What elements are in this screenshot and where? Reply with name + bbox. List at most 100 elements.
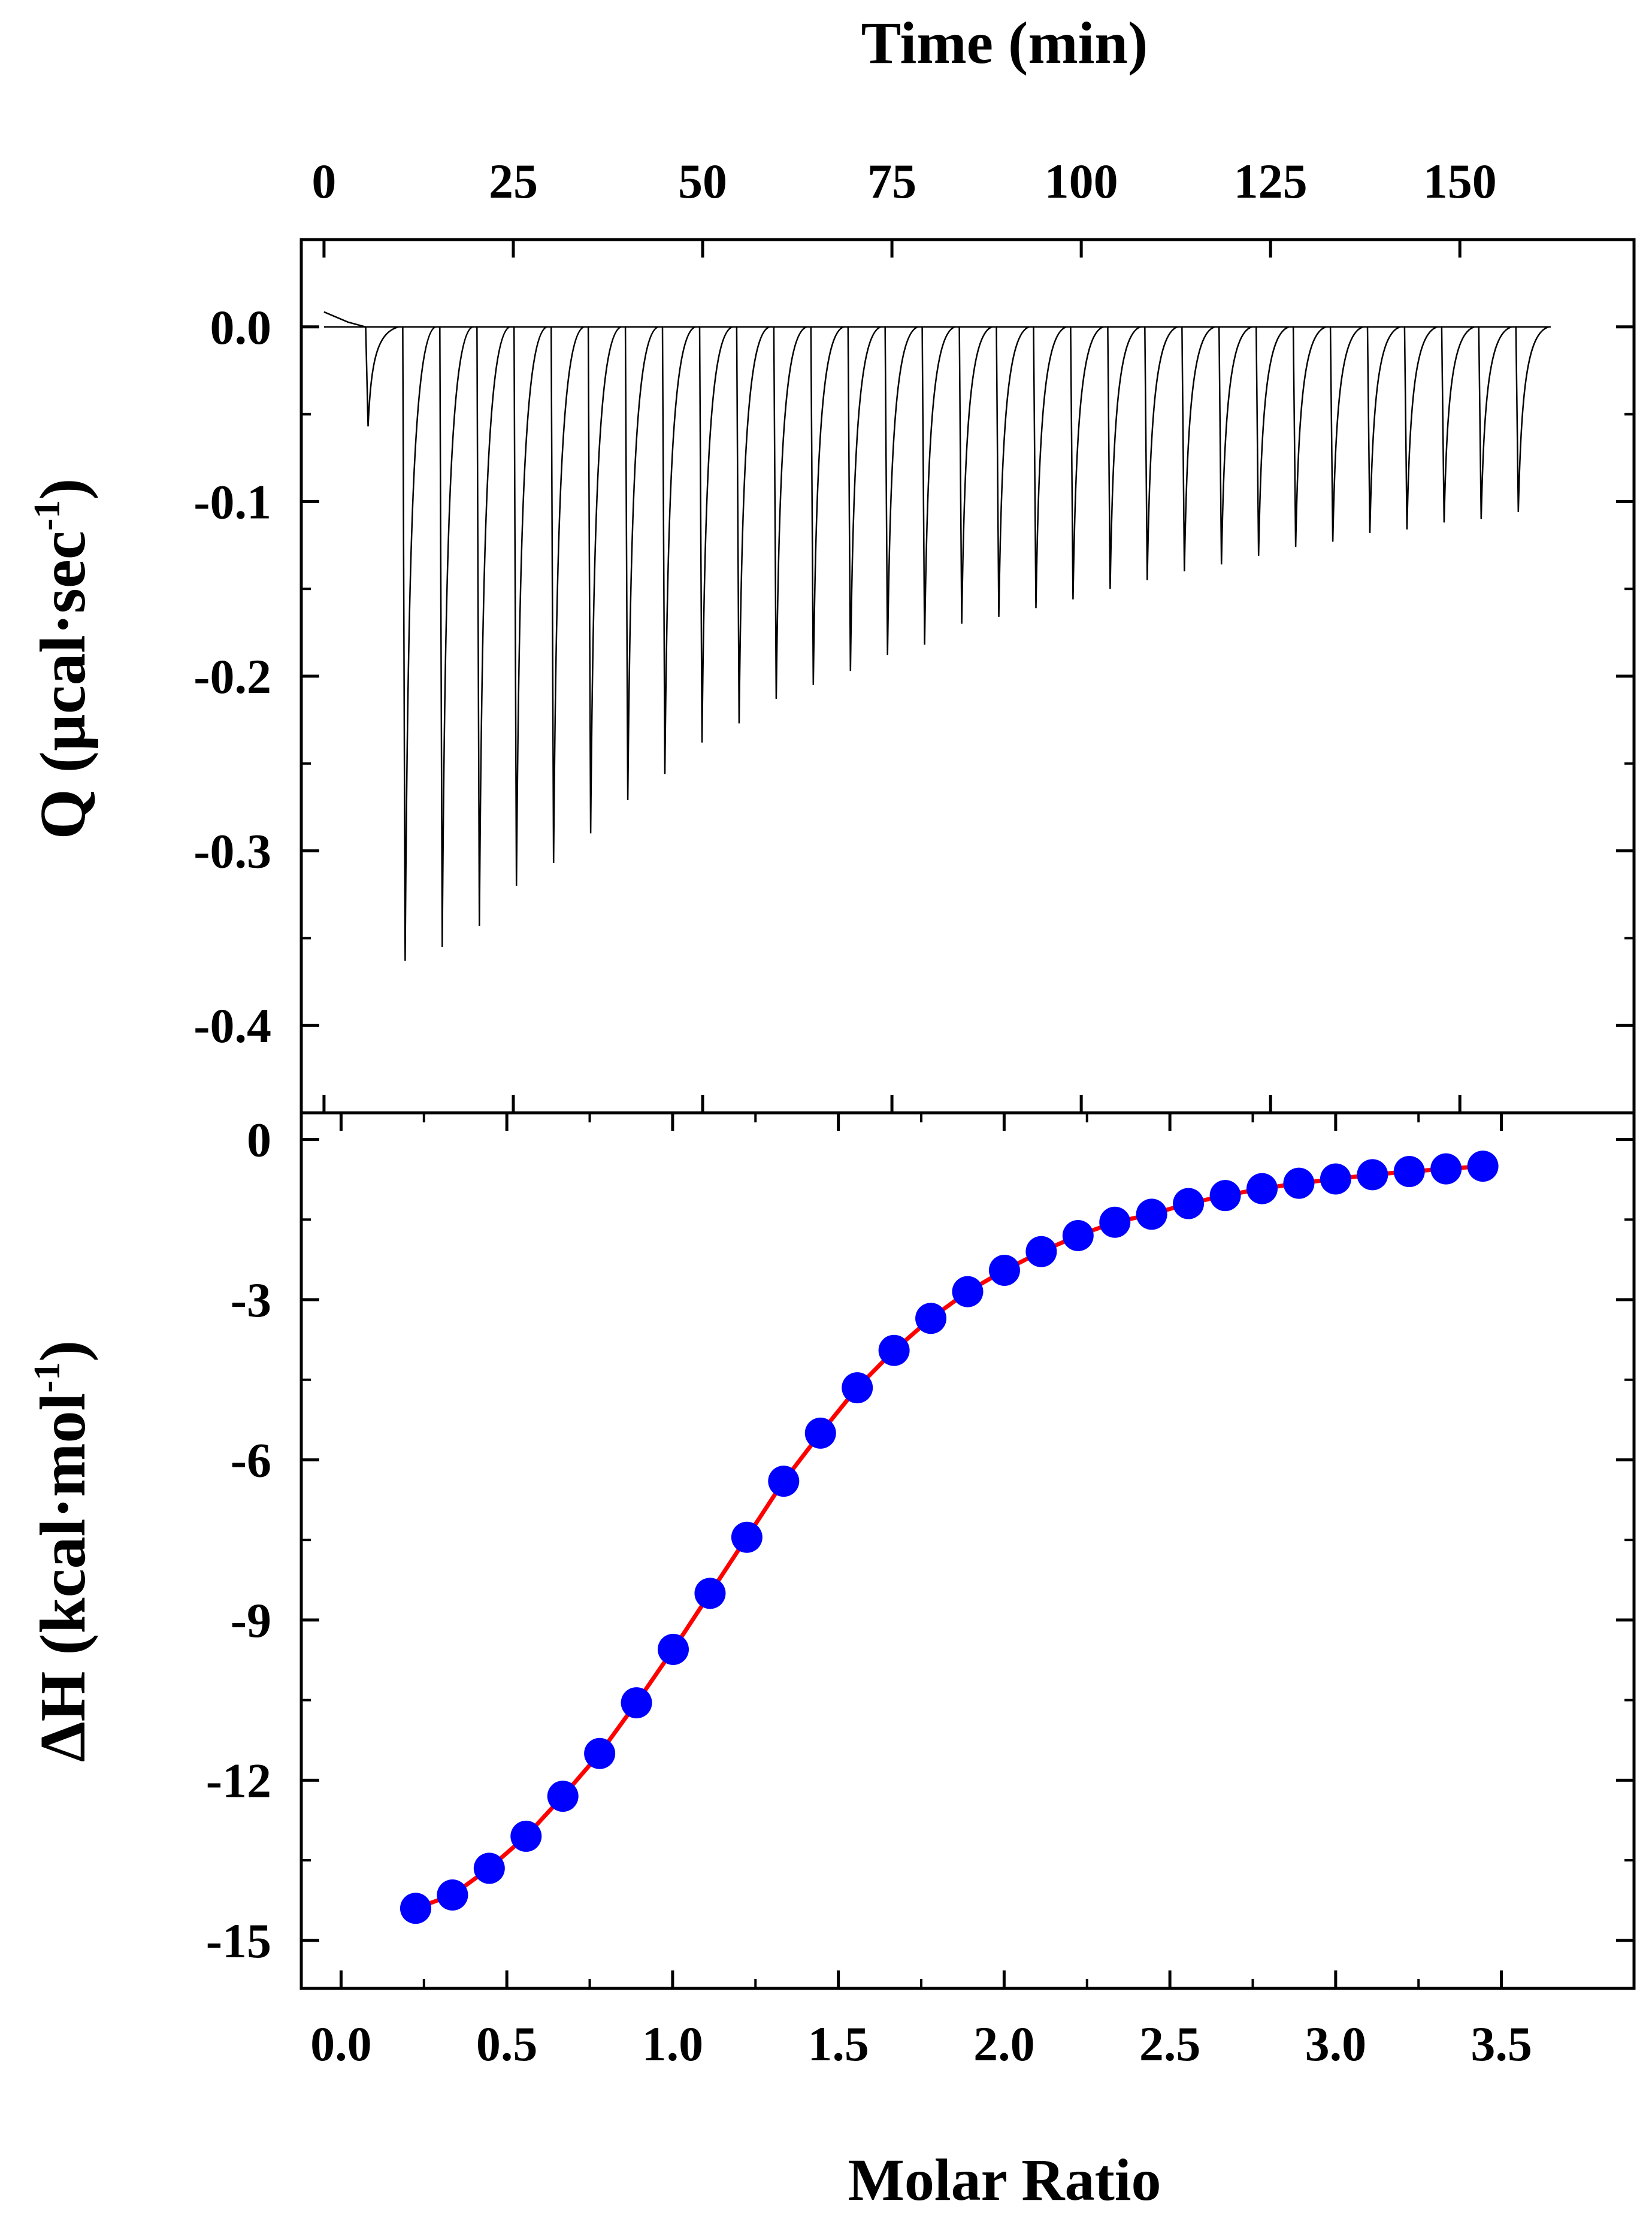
data-point xyxy=(988,1254,1020,1286)
bottom-x-tick-label: 2.5 xyxy=(1139,2017,1201,2071)
top-x-tick-label: 150 xyxy=(1423,154,1497,208)
top-panel-frame xyxy=(299,238,1636,1115)
bottom-y-tick-label: -15 xyxy=(206,1914,271,1968)
data-point xyxy=(915,1303,947,1334)
injection-peak xyxy=(1218,326,1252,565)
data-point xyxy=(731,1521,763,1553)
injection-peak xyxy=(1107,326,1141,589)
injection-peak xyxy=(847,326,882,671)
data-point xyxy=(584,1737,616,1769)
bottom-x-tick-label: 2.0 xyxy=(973,2017,1035,2071)
top-y-axis-label-close: ) xyxy=(28,478,99,500)
bottom-y-tick-label: -9 xyxy=(231,1593,271,1648)
data-point xyxy=(842,1372,873,1404)
data-point xyxy=(1025,1236,1057,1267)
bottom-x-tick-label: 0.0 xyxy=(310,2017,372,2071)
injection-peak xyxy=(698,326,733,743)
top-y-tick-label: -0.4 xyxy=(193,998,271,1053)
data-point xyxy=(1099,1206,1131,1238)
data-point xyxy=(1283,1167,1315,1199)
data-point xyxy=(1320,1163,1351,1195)
top-x-tick-label: 75 xyxy=(867,154,916,208)
injection-peak xyxy=(1070,326,1104,600)
raw-heat-panel: 0 25 50 75 100 125 150 0.0 -0.1 -0.2 -0.3 -0.4 xyxy=(193,154,1636,1115)
injection-peak xyxy=(1255,326,1290,556)
top-y-tick-label: -0.3 xyxy=(193,824,271,879)
top-y-tick-label: -0.2 xyxy=(193,649,271,704)
data-point xyxy=(621,1687,652,1719)
top-x-tick-label: 125 xyxy=(1234,154,1308,208)
bottom-y-axis-label-main: ΔH (kcal·mol xyxy=(28,1392,99,1763)
data-point xyxy=(694,1578,726,1609)
injection-peak xyxy=(810,326,845,685)
bottom-y-axis-label-exponent: -1 xyxy=(27,1361,68,1393)
data-point xyxy=(547,1781,579,1812)
injection-peak xyxy=(736,326,770,723)
bottom-axis-title: Molar Ratio xyxy=(848,2147,1161,2213)
data-point xyxy=(1209,1180,1241,1212)
top-y-axis-label-main: Q (µcal·sec xyxy=(28,531,99,840)
injection-peak xyxy=(1478,326,1512,519)
bottom-y-tick-label: -6 xyxy=(231,1433,271,1487)
data-point xyxy=(1173,1188,1205,1219)
injection-peak xyxy=(1181,326,1215,572)
binding-isotherm-panel: 0.0 0.5 1.0 1.5 2.0 2.5 3.0 3.5 0 -3 -6 -9 -12 -15 xyxy=(206,1111,1636,2071)
injection-peak xyxy=(476,326,510,927)
injection-peak xyxy=(1441,326,1475,523)
injection-peak xyxy=(773,326,807,699)
bottom-x-tick-label: 3.0 xyxy=(1305,2017,1367,2071)
injection-peak xyxy=(439,326,473,947)
top-x-tick-label: 100 xyxy=(1045,154,1118,208)
data-point xyxy=(1246,1173,1278,1204)
data-point xyxy=(1430,1153,1462,1185)
injection-peak xyxy=(1292,326,1327,547)
injection-peak xyxy=(402,326,436,961)
injection-peak xyxy=(1515,326,1550,512)
injection-peak xyxy=(624,326,659,801)
bottom-y-tick-label: 0 xyxy=(247,1113,271,1167)
data-point xyxy=(804,1417,836,1449)
bottom-panel-frame xyxy=(299,1111,1636,1990)
injection-peak xyxy=(996,326,1030,617)
bottom-x-tick-label: 0.5 xyxy=(476,2017,538,2071)
data-point xyxy=(658,1633,689,1665)
data-point xyxy=(878,1334,910,1366)
injection-peak xyxy=(513,326,547,886)
top-axis-title: Time (min) xyxy=(861,10,1148,76)
top-y-axis-label: Q (µcal·sec-1) xyxy=(27,478,99,840)
data-point xyxy=(1467,1151,1499,1182)
data-point xyxy=(473,1852,505,1884)
injection-peak xyxy=(958,326,993,624)
top-x-tick-label: 50 xyxy=(678,154,727,208)
data-point xyxy=(1062,1220,1094,1252)
data-point xyxy=(1357,1159,1388,1191)
injection-peak xyxy=(1403,326,1438,530)
data-point xyxy=(400,1893,431,1924)
bottom-x-tick-label: 1.5 xyxy=(807,2017,869,2071)
top-x-tick-label: 25 xyxy=(489,154,538,208)
injection-peak xyxy=(661,326,696,774)
bottom-y-axis-label-close: ) xyxy=(28,1340,99,1362)
injection-peak xyxy=(921,326,956,645)
data-point xyxy=(1136,1198,1167,1230)
injection-peak xyxy=(587,326,622,834)
top-y-axis-label-exponent: -1 xyxy=(27,500,68,531)
injection-peak xyxy=(1033,326,1067,609)
injection-peak xyxy=(1366,326,1401,533)
bottom-y-tick-label: -12 xyxy=(206,1753,271,1808)
top-y-tick-label: 0.0 xyxy=(210,300,272,355)
thermogram-initial-drift xyxy=(323,311,366,328)
data-point xyxy=(1393,1156,1425,1188)
injection-peak xyxy=(1144,326,1178,580)
bottom-y-tick-label: -3 xyxy=(231,1273,271,1327)
injection-peak xyxy=(1329,326,1364,542)
injection-peak xyxy=(884,326,919,656)
bottom-x-tick-label: 3.5 xyxy=(1471,2017,1532,2071)
top-y-tick-label: -0.1 xyxy=(193,474,271,529)
data-point xyxy=(952,1276,984,1307)
bottom-y-axis-label: ΔH (kcal·mol-1) xyxy=(27,1340,99,1763)
injection-peak xyxy=(550,326,585,864)
bottom-x-tick-label: 1.0 xyxy=(642,2017,704,2071)
